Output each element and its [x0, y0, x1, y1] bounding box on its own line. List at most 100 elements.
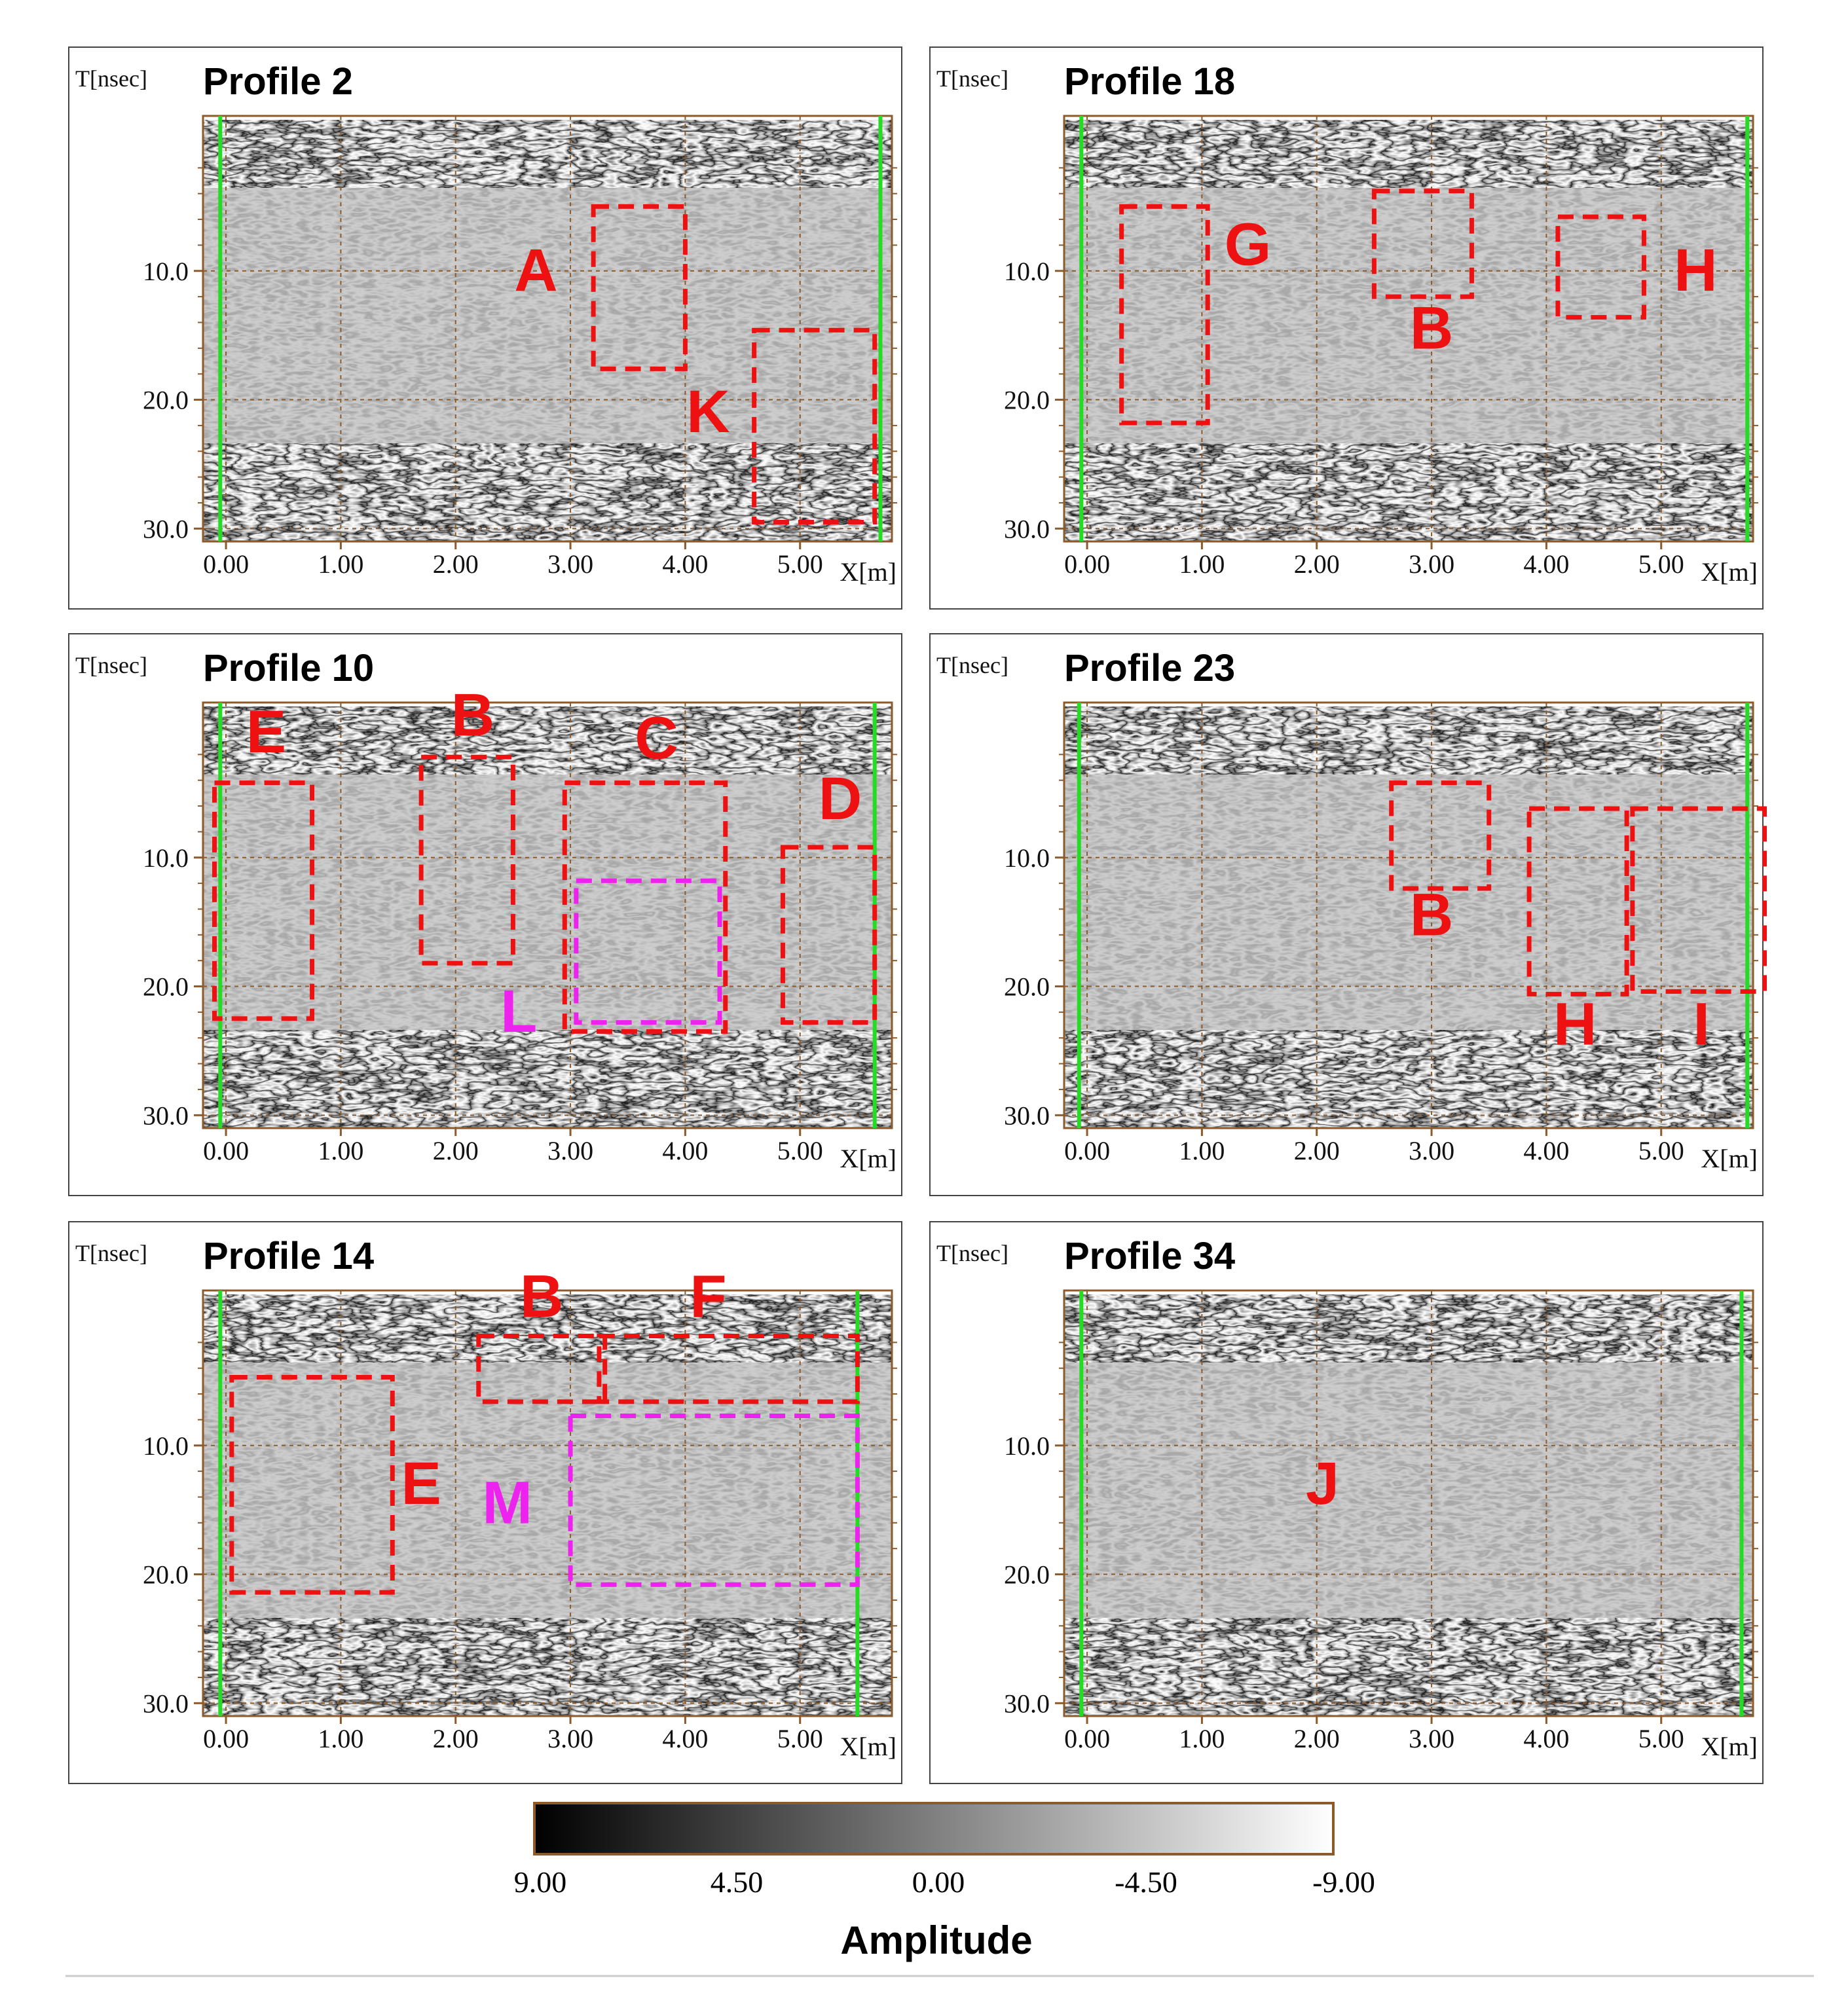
y-tick-label: 30.0	[1004, 514, 1050, 543]
radargram-top-edge	[1064, 1290, 1753, 1294]
x-tick-label: 4.00	[1523, 1136, 1569, 1165]
annotation-box	[1526, 806, 1629, 996]
annotation-box	[212, 780, 315, 1021]
annotation-box	[229, 1374, 395, 1595]
x-tick-label: 3.00	[1409, 549, 1454, 579]
y-tick-label: 10.0	[143, 257, 189, 286]
x-tick-label: 0.00	[1064, 1724, 1110, 1753]
panel-title: Profile 18	[1064, 60, 1235, 103]
x-tick-label: 5.00	[1638, 1136, 1684, 1165]
colorbar-tick-label: 9.00	[514, 1865, 567, 1899]
annotation-label: G	[1225, 211, 1272, 278]
annotation-box	[1389, 780, 1492, 891]
annotation-label: B	[451, 682, 494, 748]
plot-frame	[1063, 1289, 1754, 1717]
radargram-top-edge	[203, 1290, 892, 1294]
y-tick-label: 20.0	[1004, 1560, 1050, 1590]
y-axis-label: T[nsec]	[75, 652, 147, 678]
y-tick-label: 30.0	[1004, 1101, 1050, 1130]
panel-title: Profile 14	[203, 1235, 374, 1277]
y-tick-label: 10.0	[143, 843, 189, 873]
annotation-label: M	[482, 1469, 532, 1536]
annotation-label: E	[401, 1450, 441, 1517]
x-tick-label: 5.00	[777, 1136, 823, 1165]
annotation-label: B	[1410, 881, 1453, 948]
y-tick-label: 20.0	[143, 386, 189, 415]
colorbar-tick-label: 0.00	[912, 1865, 965, 1899]
annotation-box	[597, 1334, 860, 1404]
x-tick-label: 2.00	[433, 1136, 479, 1165]
x-tick-label: 0.00	[203, 1724, 249, 1753]
x-axis-label: X[m]	[840, 1144, 896, 1173]
annotation-box	[1630, 806, 1767, 994]
plot-frame	[1063, 701, 1754, 1129]
radargram-bottom-band	[203, 443, 892, 541]
x-axis-label: X[m]	[840, 557, 896, 587]
y-tick-label: 20.0	[143, 972, 189, 1002]
annotation-label: H	[1553, 991, 1597, 1058]
y-tick-label: 30.0	[143, 514, 189, 543]
y-tick-label: 20.0	[1004, 972, 1050, 1002]
y-axis-label: T[nsec]	[936, 652, 1008, 678]
annotation-label: F	[690, 1263, 726, 1330]
y-tick-label: 10.0	[1004, 843, 1050, 873]
annotation-label: K	[686, 378, 730, 445]
y-axis-label: T[nsec]	[936, 65, 1008, 92]
annotation-label: J	[1306, 1450, 1339, 1517]
x-tick-label: 3.00	[547, 1724, 593, 1753]
radargram-top-edge	[203, 703, 892, 706]
radargram-top-band	[1064, 116, 1753, 188]
x-tick-label: 4.00	[662, 1724, 708, 1753]
annotation-box	[1555, 214, 1646, 320]
x-tick-label: 4.00	[1523, 549, 1569, 579]
x-tick-label: 0.00	[1064, 1136, 1110, 1165]
x-tick-label: 3.00	[547, 1136, 593, 1165]
colorbar-title: Amplitude	[840, 1918, 1032, 1962]
x-tick-label: 3.00	[547, 549, 593, 579]
annotation-label: I	[1693, 991, 1710, 1058]
radargram-top-edge	[203, 116, 892, 120]
x-tick-label: 3.00	[1409, 1724, 1454, 1753]
x-tick-label: 0.00	[1064, 549, 1110, 579]
colorbar: 9.00 4.50 0.00 -4.50 -9.00 Amplitude	[514, 1802, 1375, 1962]
colorbar-tick-label: 4.50	[711, 1865, 764, 1899]
x-tick-label: 2.00	[1294, 1136, 1340, 1165]
annotation-box	[562, 780, 728, 1034]
radargram-top-band	[203, 1290, 892, 1362]
plot-frame	[202, 701, 893, 1129]
profile-panel: 10.0 20.0 30.0 0.00 1.00 2.00 3.00 4.00 5.00 T[ns…	[68, 633, 902, 1196]
radargram-bottom-band	[1064, 1030, 1753, 1128]
annotation-label: D	[819, 765, 862, 832]
x-tick-label: 1.00	[318, 1724, 363, 1753]
annotation-label: B	[1410, 295, 1453, 361]
radargram-bottom-band	[1064, 1618, 1753, 1716]
x-tick-label: 2.00	[1294, 1724, 1340, 1753]
radargram-bottom-band	[203, 1030, 892, 1128]
annotation-label: E	[246, 699, 286, 765]
annotation-box	[574, 878, 722, 1025]
x-tick-label: 1.00	[1179, 1724, 1225, 1753]
y-tick-label: 30.0	[143, 1689, 189, 1718]
y-axis-label: T[nsec]	[75, 65, 147, 92]
x-axis-label: X[m]	[840, 1732, 896, 1761]
annotation-label: C	[635, 705, 678, 772]
y-tick-label: 20.0	[1004, 386, 1050, 415]
x-axis-label: X[m]	[1701, 557, 1758, 587]
panel-title: Profile 23	[1064, 647, 1235, 689]
x-tick-label: 5.00	[777, 549, 823, 579]
x-tick-label: 4.00	[662, 549, 708, 579]
profile-panel: 10.0 20.0 30.0 0.00 1.00 2.00 3.00 4.00 5.00 T[ns…	[68, 46, 902, 610]
y-tick-label: 10.0	[143, 1431, 189, 1461]
radargram-top-band	[1064, 703, 1753, 775]
annotation-box	[591, 204, 688, 371]
radargram-top-edge	[1064, 703, 1753, 706]
x-tick-label: 4.00	[1523, 1724, 1569, 1753]
plot-frame	[202, 1289, 893, 1717]
radargram-top-band	[203, 703, 892, 775]
plot-frame	[202, 115, 893, 543]
plot-frame	[1063, 115, 1754, 543]
y-tick-label: 30.0	[1004, 1689, 1050, 1718]
annotation-label: L	[500, 978, 537, 1045]
radargram-top-band	[1064, 1290, 1753, 1362]
